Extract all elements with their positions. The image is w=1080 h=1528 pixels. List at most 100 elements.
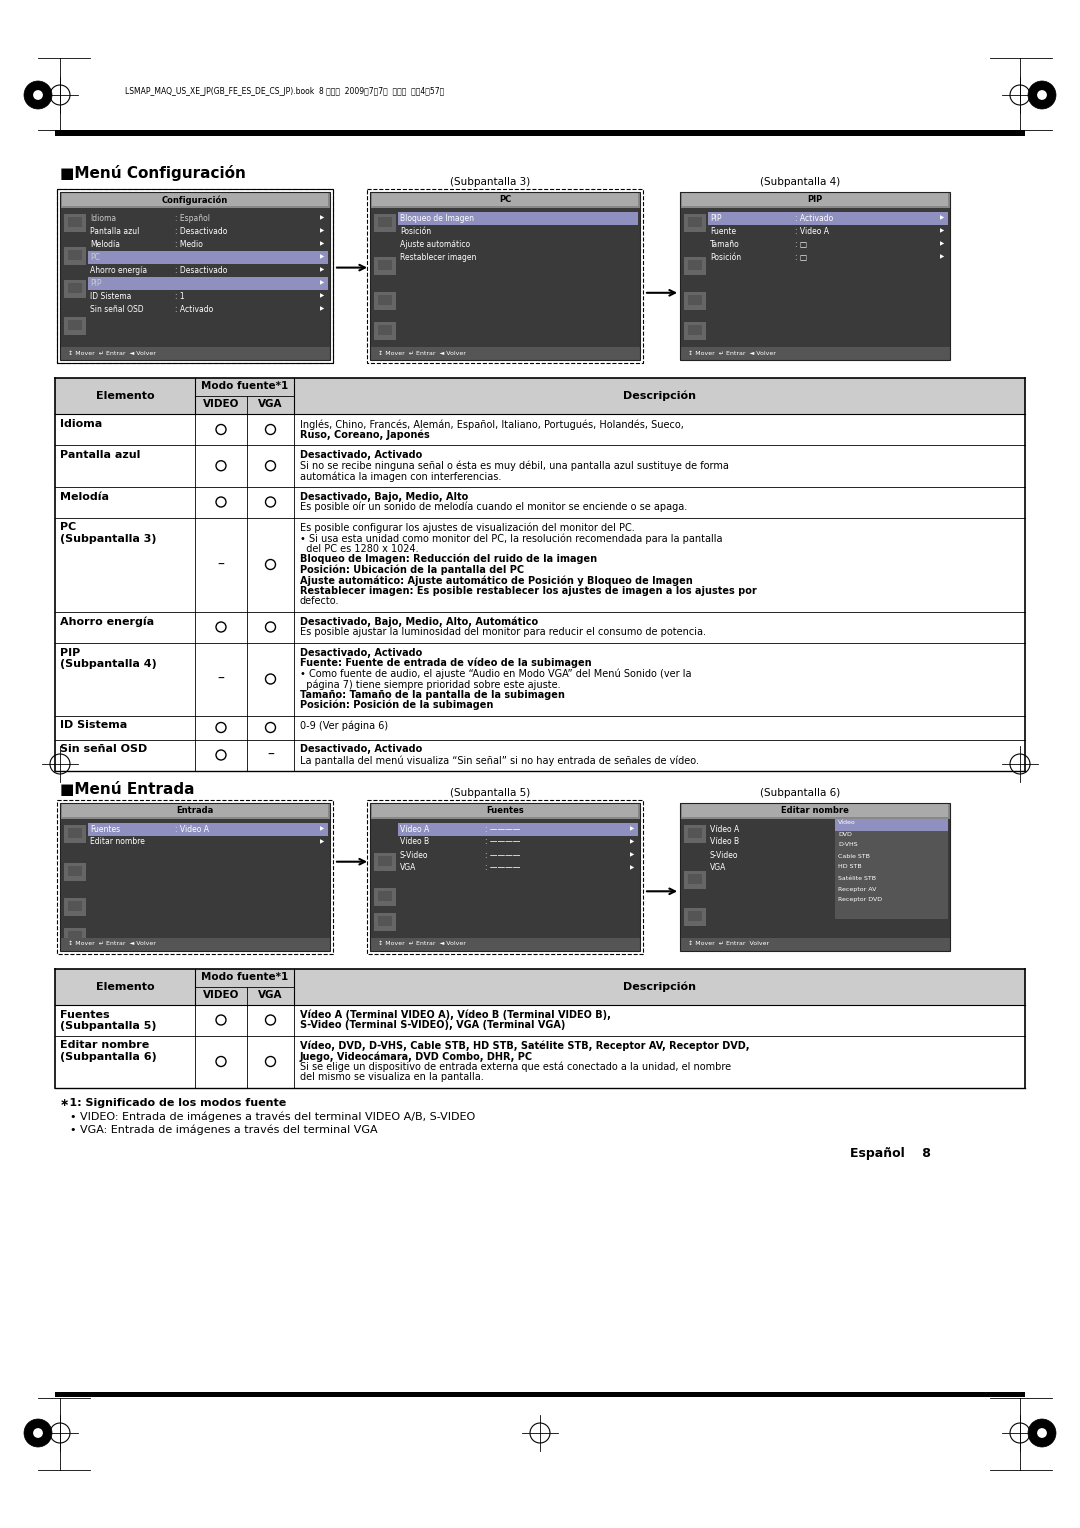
Text: Satélite STB: Satélite STB	[838, 876, 876, 880]
Bar	[64, 248, 86, 264]
Bar	[688, 295, 702, 306]
Bar	[64, 316, 86, 335]
Bar	[374, 292, 396, 310]
Circle shape	[1037, 90, 1047, 99]
Text: VIDEO: VIDEO	[203, 990, 239, 999]
Text: Bloqueo de Imagen: Reducción del ruido de la imagen: Bloqueo de Imagen: Reducción del ruido d…	[300, 555, 597, 564]
Bar	[60, 193, 330, 361]
Bar	[68, 931, 82, 941]
Bar	[680, 802, 950, 950]
Text: PC: PC	[60, 523, 77, 532]
Text: : Desactivado: : Desactivado	[175, 228, 228, 235]
Bar	[370, 802, 640, 819]
Bar	[64, 897, 86, 915]
Bar	[378, 295, 392, 306]
Text: Descripción: Descripción	[623, 391, 696, 402]
Bar	[680, 193, 950, 208]
Bar	[55, 969, 1025, 1004]
Text: ↕ Mover  ↵ Entrar  ◄ Volver: ↕ Mover ↵ Entrar ◄ Volver	[68, 350, 156, 356]
Bar	[64, 862, 86, 880]
Text: Editar nombre: Editar nombre	[90, 837, 145, 847]
Bar	[374, 853, 396, 871]
Text: : Video A: : Video A	[175, 825, 210, 833]
Text: VIDEO: VIDEO	[203, 399, 239, 410]
Text: Fuentes: Fuentes	[60, 1010, 110, 1019]
Text: PC: PC	[90, 254, 99, 261]
Text: • Si usa esta unidad como monitor del PC, la resolución recomendada para la pant: • Si usa esta unidad como monitor del PC…	[300, 533, 723, 544]
Text: S-Video (Terminal S-VIDEO), VGA (Terminal VGA): S-Video (Terminal S-VIDEO), VGA (Termina…	[300, 1021, 565, 1030]
Text: Modo fuente*1: Modo fuente*1	[201, 972, 288, 981]
Bar	[60, 802, 330, 950]
Bar	[681, 804, 948, 816]
Text: ▶: ▶	[320, 293, 324, 298]
Bar	[60, 193, 330, 208]
Bar	[370, 193, 640, 361]
Bar	[370, 347, 640, 361]
Bar	[64, 927, 86, 946]
Bar	[68, 900, 82, 911]
Text: Vídeo A (Terminal VIDEO A), Vídeo B (Terminal VIDEO B),: Vídeo A (Terminal VIDEO A), Vídeo B (Ter…	[300, 1010, 611, 1021]
Text: Inglés, Chino, Francés, Alemán, Español, Italiano, Portugués, Holandés, Sueco,: Inglés, Chino, Francés, Alemán, Español,…	[300, 419, 684, 429]
Text: ▶: ▶	[320, 307, 324, 312]
Text: Es posible oír un sonido de melodía cuando el monitor se enciende o se apaga.: Es posible oír un sonido de melodía cuan…	[300, 503, 687, 512]
Text: Desactivado, Bajo, Medio, Alto: Desactivado, Bajo, Medio, Alto	[300, 492, 469, 501]
Bar	[684, 214, 706, 232]
Text: ∗1: Significado de los modos fuente: ∗1: Significado de los modos fuente	[60, 1097, 286, 1108]
Bar	[835, 819, 948, 918]
Bar	[62, 804, 328, 816]
Text: : ————: : ————	[485, 863, 521, 872]
Bar	[680, 347, 950, 361]
Text: Receptor DVD: Receptor DVD	[838, 897, 882, 903]
Bar	[367, 189, 643, 364]
Bar	[378, 325, 392, 335]
Text: Idioma: Idioma	[60, 419, 103, 429]
Text: ▶: ▶	[320, 839, 324, 843]
Text: Restablecer imagen: Restablecer imagen	[400, 254, 476, 261]
Text: Posición: Ubicación de la pantalla del PC: Posición: Ubicación de la pantalla del P…	[300, 564, 524, 575]
Bar	[367, 799, 643, 953]
Text: ▶: ▶	[630, 853, 634, 857]
Bar	[55, 130, 1025, 136]
Text: VGA: VGA	[258, 399, 283, 410]
Text: ↕ Mover  ↵ Entrar  ◄ Volver: ↕ Mover ↵ Entrar ◄ Volver	[378, 350, 465, 356]
Bar	[374, 214, 396, 232]
Bar	[684, 257, 706, 275]
Text: : 1: : 1	[175, 292, 185, 301]
Text: Ajuste automático: Ajuste automático	[400, 240, 470, 249]
Text: Es posible ajustar la luminosidad del monitor para reducir el consumo de potenci: Es posible ajustar la luminosidad del mo…	[300, 626, 706, 637]
Text: Elemento: Elemento	[96, 981, 154, 992]
Bar	[680, 938, 950, 950]
Bar	[399, 822, 638, 836]
Text: –: –	[217, 558, 225, 571]
Bar	[688, 325, 702, 335]
Bar	[680, 193, 950, 361]
Circle shape	[33, 90, 43, 99]
Text: : Video A: : Video A	[795, 228, 829, 235]
Bar	[688, 217, 702, 228]
Text: ↕ Mover  ↵ Entrar  ◄ Volver: ↕ Mover ↵ Entrar ◄ Volver	[68, 941, 156, 946]
Bar	[688, 911, 702, 920]
Text: Vídeo B: Vídeo B	[710, 837, 739, 847]
Bar	[688, 828, 702, 837]
Text: (Subpantalla 5): (Subpantalla 5)	[60, 1021, 157, 1031]
Text: ▶: ▶	[320, 255, 324, 260]
Bar	[68, 865, 82, 876]
Text: : Activado: : Activado	[795, 214, 834, 223]
Text: Sin señal OSD: Sin señal OSD	[60, 744, 147, 755]
Text: (Subpantalla 6): (Subpantalla 6)	[60, 1051, 157, 1062]
Text: Ahorro energía: Ahorro energía	[90, 266, 147, 275]
Text: : □: : □	[795, 240, 807, 249]
Text: ■Menú Configuración: ■Menú Configuración	[60, 165, 246, 180]
Text: : □: : □	[795, 254, 807, 261]
Text: : ————: : ————	[485, 851, 521, 859]
Text: Fuentes: Fuentes	[486, 805, 524, 814]
Text: del PC es 1280 x 1024.: del PC es 1280 x 1024.	[300, 544, 419, 553]
Bar	[370, 193, 640, 361]
Text: PIP: PIP	[710, 214, 721, 223]
Bar	[60, 193, 330, 361]
Bar	[370, 193, 640, 208]
Text: ▶: ▶	[940, 215, 944, 220]
Bar	[370, 802, 640, 950]
Text: ▶: ▶	[630, 865, 634, 869]
Text: Posición: Posición	[400, 228, 431, 235]
